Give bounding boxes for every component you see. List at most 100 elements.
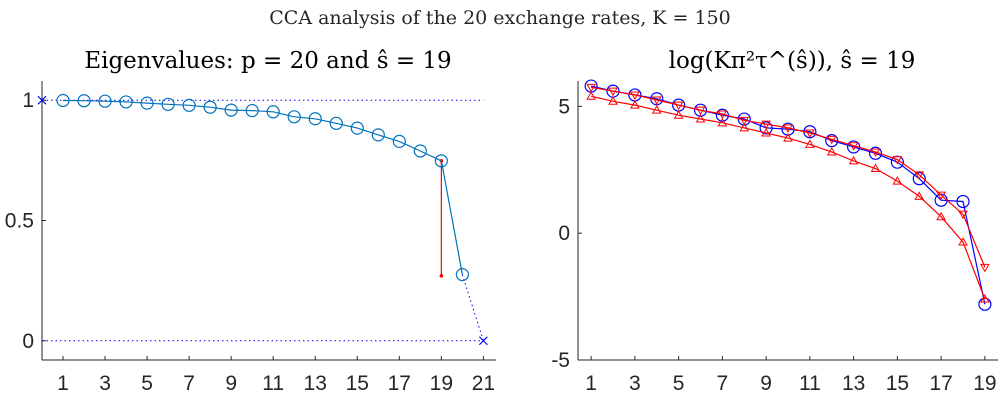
series-2-point	[914, 191, 925, 200]
series-1-point	[761, 120, 771, 130]
x-tick-label: 5	[673, 372, 685, 395]
series-2-point	[958, 237, 968, 246]
x-tick-label: 13	[304, 372, 327, 395]
series-2-point	[673, 110, 684, 119]
tail-segment	[461, 274, 484, 341]
series-2-point	[651, 105, 662, 114]
series-0-point	[287, 110, 301, 124]
series-0-point	[912, 172, 926, 186]
series-1-point	[717, 110, 728, 119]
eigenvalues-panel: Eigenvalues: p = 20 and ŝ = 19 1 3 5 7 9 11 13…	[5, 48, 496, 395]
gap-marker-bottom	[439, 274, 444, 278]
series-0-point	[161, 97, 175, 111]
x-tick-label: 11	[262, 372, 284, 395]
series-0-point	[140, 96, 154, 110]
figure-suptitle: CCA analysis of the 20 exchange rates, K…	[269, 7, 730, 29]
x-tick-label: 17	[929, 372, 952, 395]
series-0-point	[350, 121, 364, 135]
series-1-point	[586, 83, 596, 93]
x-tick-label: 17	[388, 372, 411, 395]
series-0-point	[119, 95, 133, 109]
end-x-marker	[478, 336, 488, 346]
series-2-point	[805, 139, 815, 148]
series-0-point	[392, 134, 406, 148]
series-2-point	[761, 127, 771, 137]
series-2-point	[892, 176, 903, 185]
series-1-point	[936, 191, 946, 201]
x-tick-label: 21	[472, 372, 495, 395]
x-tick-label: 9	[760, 372, 772, 395]
end-x-marker	[37, 95, 47, 105]
series-2-point	[630, 100, 640, 109]
series-1-point	[673, 101, 684, 111]
series-1-line	[590, 86, 986, 268]
series-1-point	[695, 106, 706, 116]
series-1-point	[958, 210, 968, 220]
series-2-point	[695, 114, 706, 123]
series-2-point	[870, 163, 881, 173]
y-tick-label: 0	[22, 330, 34, 353]
series-1-point	[826, 135, 837, 145]
series-0-point	[329, 116, 343, 130]
series-0-point	[56, 93, 70, 108]
series-2-point	[739, 122, 750, 132]
series-0-point	[371, 128, 385, 142]
series-2-line	[590, 95, 986, 300]
x-tick-label: 9	[225, 372, 237, 395]
y-tick-label: 1	[22, 89, 34, 112]
series-0-point	[413, 144, 427, 158]
series-1-point	[651, 96, 662, 106]
series-0-point	[868, 146, 883, 160]
series-1-point	[892, 156, 903, 165]
series-0-point	[956, 194, 970, 209]
series-2-point	[936, 211, 946, 221]
series-0-point	[759, 121, 773, 135]
series-0-point	[455, 268, 469, 282]
x-tick-label: 1	[585, 372, 597, 395]
series-1-point	[805, 129, 815, 139]
series-1-point	[630, 91, 640, 100]
x-tick-label: 3	[629, 372, 641, 395]
x-tick-label: 5	[141, 372, 153, 395]
series-0-point	[203, 100, 217, 114]
log-tau-panel: log(Kπ²τ^(ŝ)), ŝ = 19 1 3 5 7 9 11 13 15 17 19-50…	[551, 48, 998, 395]
x-tick-label: 15	[886, 372, 909, 395]
series-0-line	[590, 85, 986, 305]
series-2-point	[586, 91, 596, 100]
series-1-point	[848, 142, 859, 151]
series-2-point	[826, 147, 837, 156]
series-0-line	[62, 99, 463, 275]
y-tick-label: -5	[551, 349, 570, 372]
series-2-point	[848, 155, 859, 165]
series-0-point	[182, 98, 196, 112]
series-1-point	[739, 116, 750, 126]
series-1-point	[914, 171, 925, 180]
series-0-point	[98, 94, 112, 108]
series-0-point	[266, 105, 280, 119]
series-2-point	[717, 117, 728, 127]
eigenvalues-title: Eigenvalues: p = 20 and ŝ = 19	[84, 48, 451, 74]
x-tick-label: 3	[99, 372, 111, 395]
y-tick-label: 0	[558, 222, 570, 245]
series-2-point	[783, 133, 793, 142]
x-tick-label: 7	[183, 372, 195, 395]
series-2-point	[608, 96, 618, 105]
series-0-point	[224, 103, 238, 117]
log-tau-title: log(Kπ²τ^(ŝ)), ŝ = 19	[669, 48, 916, 74]
x-tick-label: 19	[430, 372, 453, 395]
series-0-point	[245, 103, 259, 118]
series-1-point	[980, 263, 990, 273]
series-0-point	[693, 103, 708, 117]
series-1-point	[608, 87, 618, 97]
y-tick-label: 0.5	[5, 210, 34, 233]
y-tick-label: 5	[558, 95, 570, 118]
x-tick-label: 1	[57, 372, 69, 395]
x-tick-label: 7	[717, 372, 729, 395]
series-0-point	[77, 94, 91, 108]
series-0-point	[434, 154, 448, 168]
x-tick-label: 15	[346, 372, 369, 395]
x-tick-label: 19	[973, 372, 996, 395]
series-0-point	[308, 112, 322, 126]
x-tick-label: 13	[842, 372, 865, 395]
